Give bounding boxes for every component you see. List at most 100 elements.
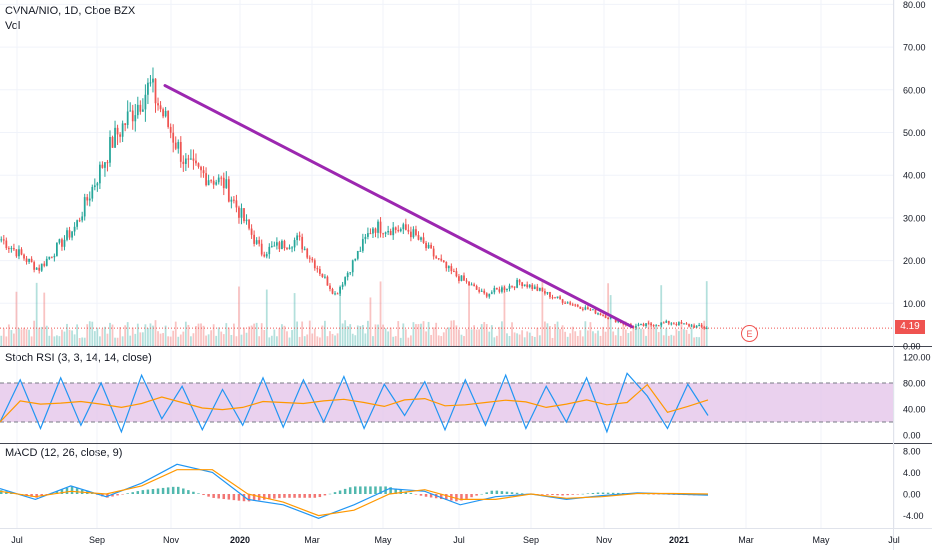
candle-body [258, 240, 261, 244]
volume-bar [571, 326, 574, 346]
candle-body [450, 266, 453, 272]
candle-body [483, 290, 486, 294]
candle-body [554, 297, 556, 299]
price-tick-label: 30.00 [903, 213, 926, 223]
candle-body [688, 324, 690, 327]
candle-body [587, 307, 589, 310]
volume-bar [238, 286, 240, 346]
volume-bar [207, 334, 210, 346]
volume-bar [356, 325, 359, 346]
candle-body [703, 326, 706, 329]
candle-body [106, 162, 109, 164]
volume-bar [690, 323, 693, 346]
macd-histogram-bar [60, 489, 64, 494]
volume-bar [402, 323, 405, 346]
price-tick-label: 20.00 [903, 256, 926, 266]
candle-body [10, 248, 13, 250]
price-candles [0, 67, 708, 330]
candle-body [222, 177, 225, 189]
volume-bar [184, 321, 187, 346]
candle-body [680, 322, 683, 324]
volume-bar [619, 335, 622, 346]
volume-bar [334, 335, 336, 346]
candle-body [255, 240, 258, 244]
volume-bar [58, 336, 61, 346]
volume-bar [40, 326, 43, 346]
volume-bar [629, 331, 632, 346]
macd-histogram-bar [409, 492, 413, 494]
volume-bar [192, 333, 195, 346]
volume-bar [549, 326, 551, 346]
volume-bar [101, 328, 104, 346]
volume-bar [440, 336, 443, 346]
stoch-rsi-title[interactable]: Stoch RSI (3, 3, 14, 14, close) [5, 352, 152, 364]
volume-bar [569, 333, 572, 346]
candle-body [174, 142, 177, 149]
candle-body [392, 227, 395, 236]
macd-title[interactable]: MACD (12, 26, close, 9) [5, 447, 123, 459]
macd-histogram-bar [616, 492, 620, 494]
candle-body [541, 287, 544, 292]
macd-histogram-bar [247, 494, 251, 502]
volume-bar [541, 281, 544, 346]
volume-label[interactable]: Vol [5, 20, 21, 32]
stoch-rsi-k-line [0, 372, 709, 434]
candle-body [23, 254, 25, 259]
volume-bar [665, 328, 668, 346]
volume-bar [346, 326, 349, 346]
macd-histogram-bar [647, 493, 650, 495]
volume-bar [521, 330, 524, 346]
volume-bar [291, 330, 293, 346]
volume-bar [172, 330, 175, 346]
macd-histogram-bar [338, 490, 342, 494]
volume-bar [589, 322, 592, 346]
macd-histogram-bar [202, 494, 205, 496]
candle-body [597, 313, 599, 315]
candle-body [200, 166, 202, 171]
candle-body [460, 275, 463, 281]
volume-bar [268, 337, 271, 346]
volume-bar [501, 321, 503, 346]
volume-bar [354, 335, 357, 346]
volume-bar [263, 329, 266, 346]
candle-body [7, 248, 10, 250]
candle-body [475, 285, 478, 290]
candle-body [5, 240, 8, 249]
grid-lines [0, 0, 895, 528]
candle-body [473, 284, 475, 286]
candle-body [308, 257, 311, 259]
volume-bar [245, 332, 248, 346]
macd-histogram-bar [424, 494, 428, 497]
candle-body [521, 282, 524, 286]
volume-bar [425, 331, 427, 346]
volume-bar [18, 328, 20, 346]
earnings-marker-icon[interactable]: E [741, 325, 758, 342]
volume-bar [384, 328, 387, 346]
candle-body [478, 289, 481, 292]
volume-bar [53, 336, 56, 346]
candle-body [389, 231, 392, 236]
macd-histogram-bar [465, 494, 468, 499]
candle-body [432, 248, 435, 257]
volume-bar [415, 324, 417, 346]
candle-body [341, 284, 344, 287]
volume-bar [680, 323, 683, 346]
candle-body [61, 239, 63, 247]
candle-body [468, 281, 470, 286]
candle-body [260, 243, 263, 255]
volume-bar [316, 336, 319, 346]
symbol-title[interactable]: CVNA/NIO, 1D, Cboe BZX [5, 5, 136, 17]
volume-bar [597, 330, 599, 346]
volume-bar [594, 333, 597, 346]
volume-bar [655, 326, 658, 346]
macd-histogram-bar [490, 490, 494, 494]
macd-histogram-bar [40, 494, 43, 497]
volume-bar [460, 334, 463, 346]
candle-body [445, 261, 448, 269]
candle-body [581, 308, 584, 310]
volume-bar [43, 292, 46, 346]
volume-bar [288, 337, 291, 346]
candle-body [15, 249, 18, 257]
